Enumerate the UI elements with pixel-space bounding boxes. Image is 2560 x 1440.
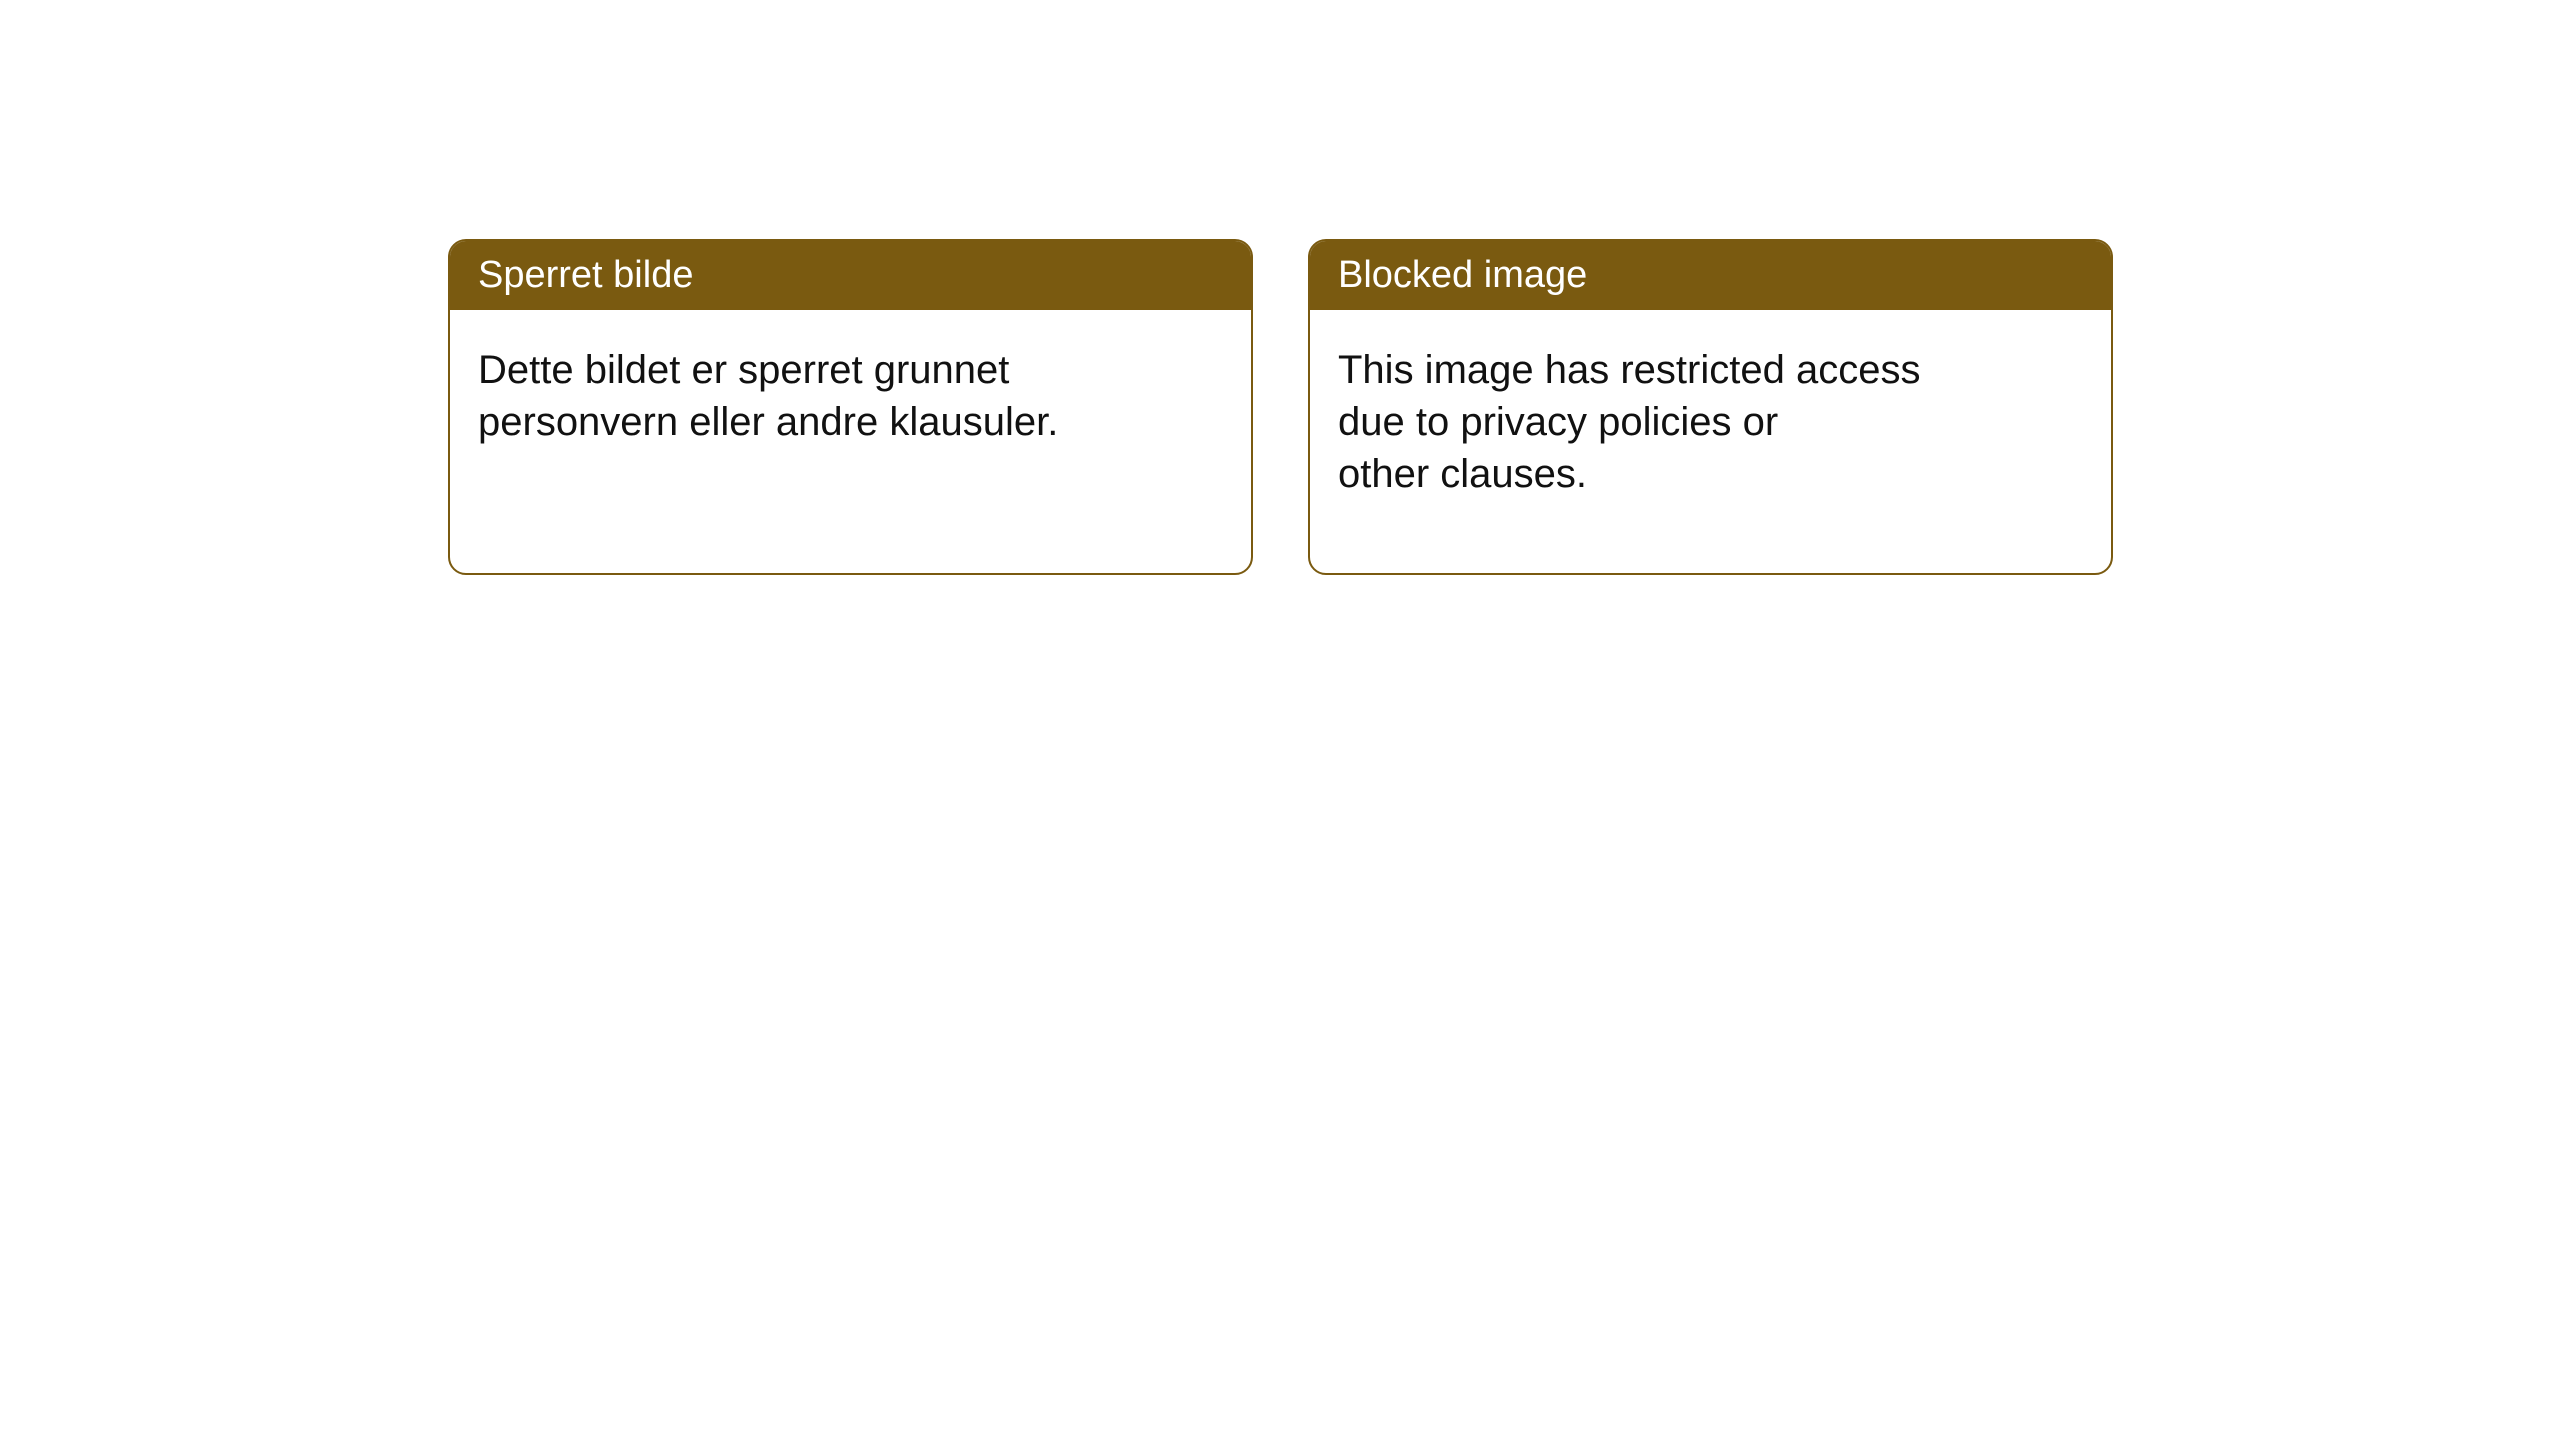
notice-card-english: Blocked image This image has restricted … [1308, 239, 2113, 575]
notice-title: Blocked image [1338, 254, 1587, 296]
notice-title: Sperret bilde [478, 254, 693, 296]
notice-card-norwegian: Sperret bilde Dette bildet er sperret gr… [448, 239, 1253, 575]
notice-body-text: This image has restricted access due to … [1338, 348, 1920, 496]
notice-header: Blocked image [1310, 241, 2111, 310]
notice-body-text: Dette bildet er sperret grunnet personve… [478, 348, 1058, 444]
notice-header: Sperret bilde [450, 241, 1251, 310]
notice-container: Sperret bilde Dette bildet er sperret gr… [448, 239, 2113, 575]
notice-body: This image has restricted access due to … [1310, 310, 2010, 534]
notice-body: Dette bildet er sperret grunnet personve… [450, 310, 1150, 482]
